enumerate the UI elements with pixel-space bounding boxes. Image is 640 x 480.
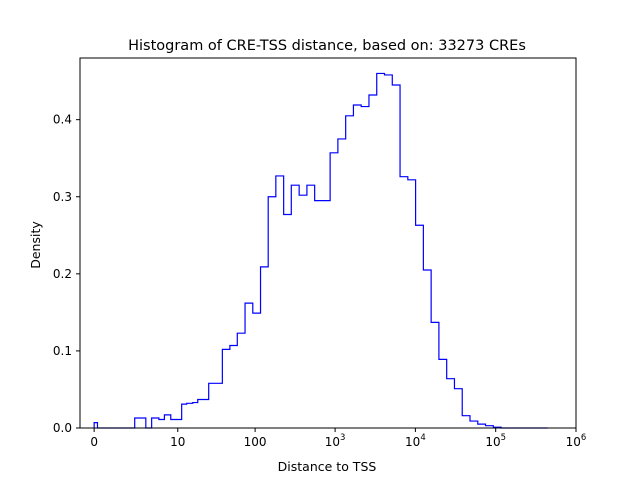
histogram-outline: [93, 72, 548, 429]
chart-title: Histogram of CRE-TSS distance, based on:…: [128, 38, 526, 54]
plot-area: [79, 57, 577, 429]
y-axis: 0.0 0.1 0.2 0.3 0.4: [53, 113, 80, 435]
x-axis: 0 10 100 103 104 105 106: [90, 428, 586, 449]
x-tick-label: 104: [405, 433, 426, 449]
x-tick-label: 10: [170, 435, 185, 449]
x-tick-label: 103: [325, 433, 346, 449]
y-tick-label: 0.0: [53, 421, 72, 435]
plot-frame: [79, 57, 577, 429]
x-axis-label: Distance to TSS: [278, 459, 377, 474]
y-tick-label: 0.3: [53, 190, 72, 204]
x-tick-label: 100: [244, 435, 267, 449]
y-tick-label: 0.4: [53, 113, 72, 127]
x-tick-label: 106: [566, 433, 587, 449]
y-tick-label: 0.2: [53, 267, 72, 281]
x-tick-label: 105: [485, 433, 506, 449]
x-tick-label: 0: [90, 435, 98, 449]
y-axis-label: Density: [28, 221, 43, 269]
y-tick-label: 0.1: [53, 344, 72, 358]
